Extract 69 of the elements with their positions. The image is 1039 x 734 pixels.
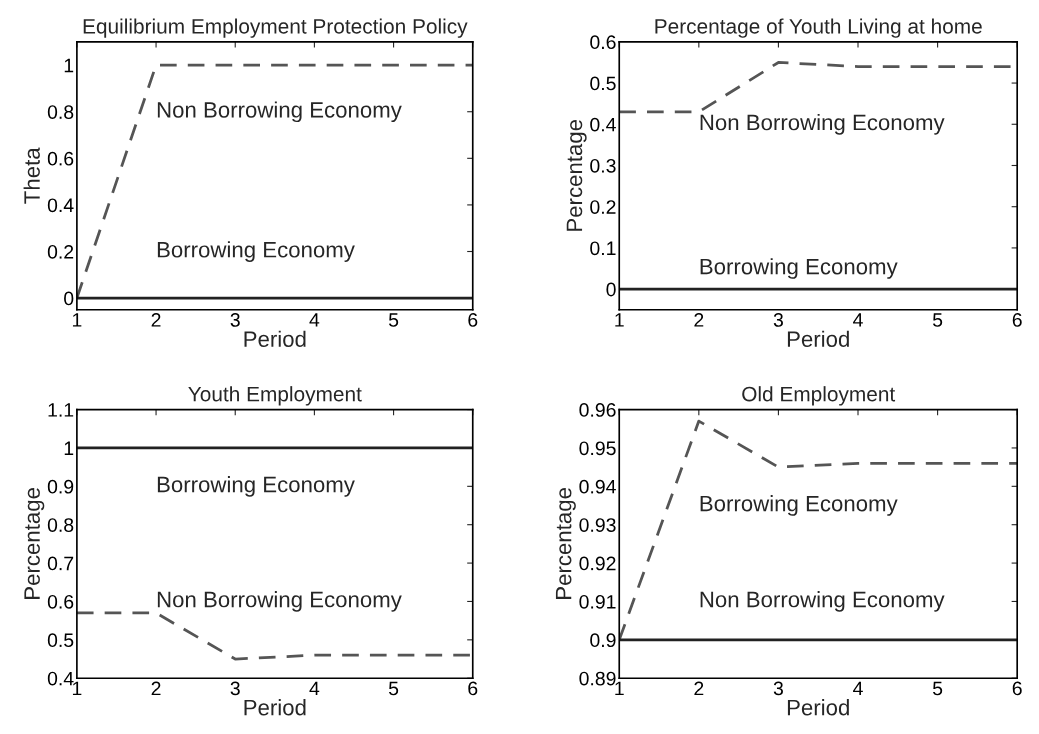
- series-label: Borrowing Economy: [157, 241, 355, 262]
- x-tick-label: 6: [1012, 313, 1022, 327]
- x-tick-label: 2: [151, 681, 161, 696]
- y-tick-label: 0.5: [47, 633, 74, 648]
- y-tick-label: 0.9: [47, 479, 74, 494]
- y-tick-label: 0.6: [47, 594, 74, 609]
- y-axis-title: Percentage: [24, 488, 45, 599]
- y-tick-label: 0.93: [579, 518, 616, 532]
- y-tick-label: 0.92: [579, 556, 616, 571]
- x-tick-label: 4: [309, 313, 320, 327]
- x-tick-label: 4: [853, 313, 863, 327]
- x-tick-label: 2: [694, 681, 704, 696]
- y-tick-label: 0.96: [579, 403, 616, 417]
- y-tick-label: 1: [64, 441, 74, 455]
- series-label: Borrowing Economy: [700, 495, 898, 516]
- y-tick-label: 0.94: [579, 479, 616, 494]
- x-tick-label: 6: [1012, 681, 1022, 696]
- y-tick-label: 0: [606, 282, 616, 297]
- x-tick-label: 2: [151, 313, 161, 327]
- y-tick-label: 0: [64, 291, 74, 306]
- series-label: Non Borrowing Economy: [157, 591, 402, 612]
- x-tick-label: 2: [694, 313, 704, 327]
- x-tick-label: 3: [230, 681, 240, 696]
- series-label: Non Borrowing Economy: [700, 114, 945, 135]
- x-tick-label: 3: [230, 313, 240, 327]
- series-label: Borrowing Economy: [700, 258, 898, 279]
- x-tick-label: 4: [309, 681, 320, 696]
- y-tick-label: 0.89: [579, 671, 616, 686]
- y-axis-title: Theta: [23, 147, 40, 204]
- series-label: Non Borrowing Economy: [700, 591, 945, 612]
- x-axis-title: Period: [787, 699, 849, 716]
- y-tick-label: 0.4: [47, 671, 74, 686]
- x-tick-label: 5: [388, 313, 399, 327]
- y-tick-label: 0.4: [47, 198, 74, 213]
- x-tick-label: 5: [932, 313, 943, 327]
- y-tick-label: 0.6: [590, 35, 616, 50]
- y-tick-label: 0.2: [590, 200, 616, 214]
- y-tick-label: 0.1: [590, 241, 616, 256]
- y-tick-label: 1.1: [48, 403, 74, 417]
- y-tick-label: 0.7: [47, 556, 74, 571]
- x-tick-label: 6: [468, 313, 478, 327]
- y-axis-title: Percentage: [555, 488, 576, 599]
- chart-title: Youth Employment: [188, 386, 362, 406]
- x-tick-label: 3: [773, 313, 783, 327]
- y-tick-label: 0.8: [47, 105, 74, 119]
- y-tick-label: 0.3: [590, 158, 616, 173]
- x-axis-title: Period: [787, 330, 849, 347]
- y-tick-label: 0.91: [579, 594, 616, 609]
- series-label: Non Borrowing Economy: [157, 101, 402, 123]
- y-tick-label: 0.4: [590, 117, 616, 132]
- x-tick-label: 3: [773, 681, 783, 696]
- chart-title: Percentage of Youth Living at home: [655, 18, 982, 38]
- y-tick-label: 0.8: [47, 518, 74, 532]
- y-tick-label: 0.6: [47, 151, 74, 166]
- x-tick-label: 4: [853, 681, 863, 696]
- y-tick-label: 0.2: [47, 244, 74, 259]
- chart-title: Old Employment: [742, 386, 896, 406]
- x-tick-label: 5: [932, 681, 943, 696]
- series-label: Borrowing Economy: [157, 476, 355, 497]
- chart-title: Equilibrium Employment Protection Policy: [83, 18, 468, 38]
- y-tick-label: 1: [64, 58, 74, 73]
- x-tick-label: 6: [468, 681, 478, 696]
- x-tick-label: 5: [388, 681, 399, 696]
- x-axis-title: Period: [244, 330, 306, 347]
- y-axis-title: Percentage: [566, 119, 587, 231]
- y-tick-label: 0.95: [579, 441, 616, 456]
- x-axis-title: Period: [244, 699, 306, 716]
- y-tick-label: 0.9: [590, 633, 616, 648]
- y-tick-label: 0.5: [590, 76, 616, 91]
